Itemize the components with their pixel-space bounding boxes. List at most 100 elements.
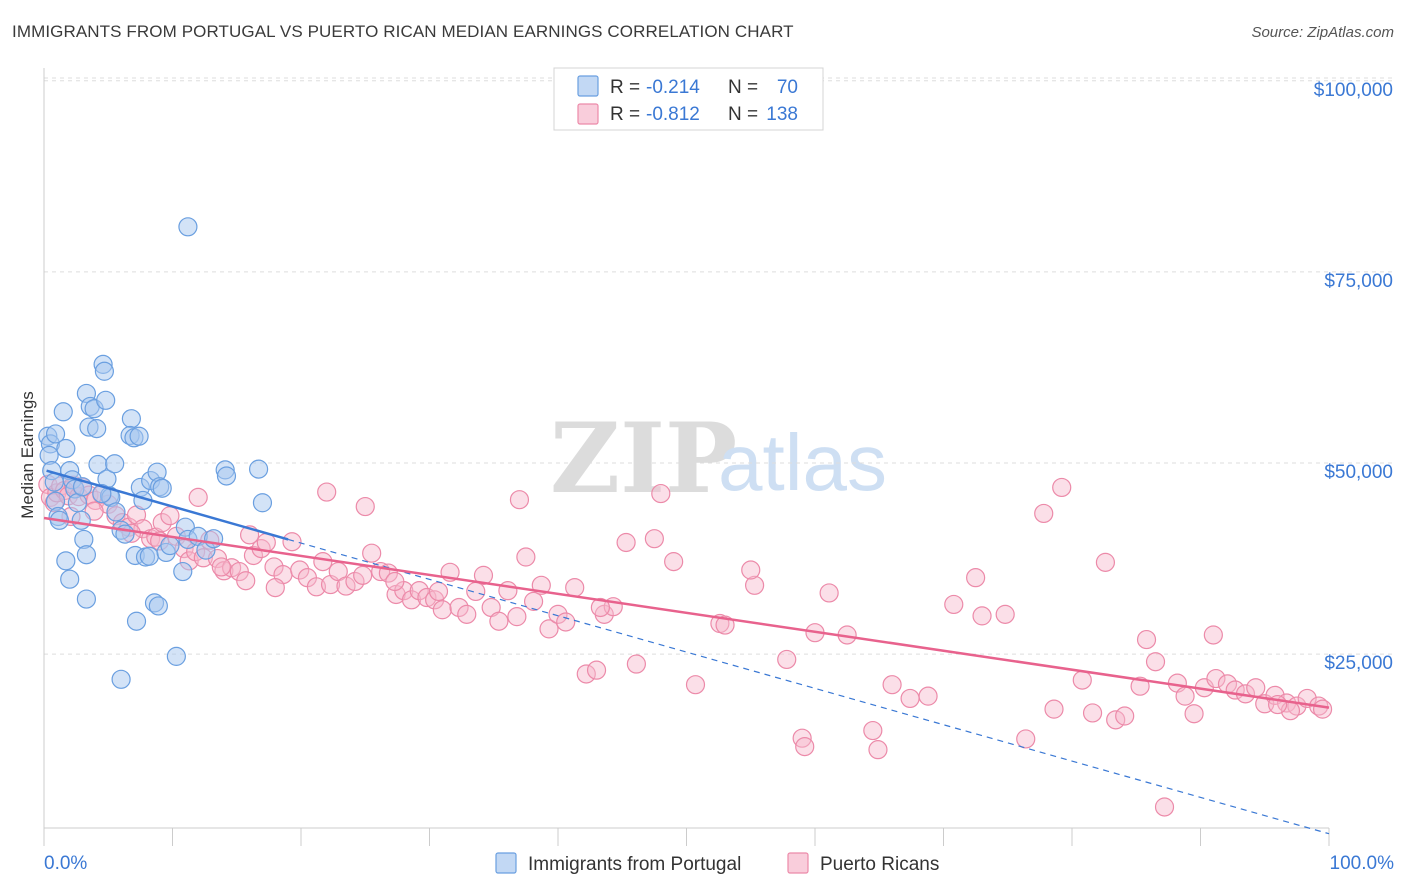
data-point-puerto-ricans bbox=[1136, 629, 1157, 650]
y-tick-label: $50,000 bbox=[1324, 462, 1393, 483]
data-point-puerto-ricans bbox=[556, 612, 576, 632]
data-point-puerto-ricans bbox=[685, 675, 706, 695]
data-point-puerto-ricans bbox=[243, 545, 264, 566]
data-point-puerto-ricans bbox=[644, 529, 664, 549]
data-point-puerto-ricans bbox=[966, 568, 986, 588]
data-point-portugal bbox=[71, 510, 91, 530]
data-point-puerto-ricans bbox=[918, 686, 938, 706]
data-point-puerto-ricans bbox=[1130, 676, 1150, 696]
data-point-portugal bbox=[173, 561, 193, 582]
legend-label-portugal[interactable]: Immigrants from Portugal bbox=[528, 854, 741, 875]
data-point-portugal bbox=[178, 217, 198, 237]
legend-label-puerto-ricans[interactable]: Puerto Ricans bbox=[820, 854, 939, 875]
data-point-puerto-ricans bbox=[449, 597, 469, 618]
stats-legend-r-label-1: R = bbox=[610, 104, 640, 125]
data-point-puerto-ricans bbox=[1052, 477, 1072, 498]
data-point-portugal bbox=[111, 669, 131, 689]
data-point-puerto-ricans bbox=[489, 611, 509, 631]
data-point-puerto-ricans bbox=[362, 543, 382, 563]
data-point-puerto-ricans bbox=[626, 654, 646, 674]
data-point-puerto-ricans bbox=[868, 740, 888, 760]
data-point-portugal bbox=[216, 466, 237, 486]
data-point-puerto-ricans bbox=[428, 581, 449, 602]
data-point-puerto-ricans bbox=[882, 675, 902, 695]
data-point-portugal bbox=[126, 611, 147, 631]
data-point-puerto-ricans bbox=[651, 483, 671, 504]
data-point-puerto-ricans bbox=[152, 513, 172, 533]
data-point-puerto-ricans bbox=[1034, 503, 1054, 524]
data-point-portugal bbox=[87, 419, 107, 439]
data-point-puerto-ricans bbox=[432, 600, 452, 620]
watermark-atlas: atlas bbox=[718, 418, 887, 507]
data-point-portugal bbox=[56, 438, 76, 459]
data-point-puerto-ricans bbox=[900, 688, 920, 709]
data-point-puerto-ricans bbox=[507, 607, 527, 627]
data-point-portugal bbox=[96, 390, 116, 410]
data-point-puerto-ricans bbox=[565, 577, 585, 598]
trend-line-portugal-extension bbox=[287, 538, 1330, 835]
y-axis-title: Median Earnings bbox=[18, 391, 37, 519]
data-point-puerto-ricans bbox=[715, 615, 735, 635]
data-point-puerto-ricans bbox=[972, 606, 992, 626]
stats-legend-r-label-0: R = bbox=[610, 77, 640, 98]
data-point-puerto-ricans bbox=[1175, 686, 1195, 706]
data-point-puerto-ricans bbox=[509, 490, 530, 510]
data-point-puerto-ricans bbox=[995, 604, 1015, 624]
data-point-portugal bbox=[160, 535, 180, 556]
data-point-portugal bbox=[76, 589, 97, 609]
data-point-puerto-ricans bbox=[417, 587, 437, 608]
y-tick-labels: $25,000 $50,000 $75,000 $100,000 bbox=[1314, 80, 1393, 674]
data-point-puerto-ricans bbox=[523, 591, 544, 611]
data-point-puerto-ricans bbox=[1145, 652, 1166, 672]
data-point-puerto-ricans bbox=[1115, 706, 1135, 726]
data-point-puerto-ricans bbox=[576, 664, 596, 684]
data-point-puerto-ricans bbox=[548, 604, 568, 624]
data-point-puerto-ricans bbox=[345, 571, 365, 592]
watermark-zip: ZIP bbox=[550, 402, 737, 515]
data-point-portugal bbox=[94, 361, 114, 381]
stats-legend-n-label-0: N = bbox=[728, 77, 758, 98]
data-point-puerto-ricans bbox=[313, 552, 333, 572]
data-point-puerto-ricans bbox=[586, 660, 607, 680]
data-point-puerto-ricans bbox=[353, 565, 373, 585]
data-point-puerto-ricans bbox=[1016, 729, 1036, 749]
data-point-portugal bbox=[92, 483, 112, 504]
legend-swatch-puerto-ricans[interactable] bbox=[787, 852, 809, 874]
data-point-puerto-ricans bbox=[1184, 704, 1204, 724]
trend-line-puerto-ricans bbox=[43, 516, 1330, 709]
trend-lines bbox=[43, 469, 1330, 835]
data-point-puerto-ricans bbox=[616, 532, 636, 553]
data-point-portugal bbox=[121, 409, 141, 429]
stats-legend-swatch-blue bbox=[577, 75, 599, 97]
data-point-puerto-ricans bbox=[236, 571, 256, 591]
data-point-puerto-ricans bbox=[1203, 625, 1223, 645]
data-point-puerto-ricans bbox=[516, 547, 536, 567]
data-point-puerto-ricans bbox=[282, 532, 302, 552]
data-point-puerto-ricans bbox=[1095, 552, 1116, 572]
stats-legend-r-value-0: -0.214 bbox=[646, 77, 700, 98]
data-point-puerto-ricans bbox=[819, 583, 839, 603]
watermark: ZIP atlas bbox=[550, 402, 887, 515]
data-point-portugal bbox=[45, 424, 66, 444]
data-point-portugal bbox=[53, 402, 73, 422]
data-point-puerto-ricans bbox=[290, 560, 310, 580]
data-point-portugal bbox=[148, 596, 168, 616]
data-point-portugal bbox=[129, 426, 149, 446]
data-point-portugal bbox=[152, 478, 172, 498]
stats-legend-n-label-1: N = bbox=[728, 104, 758, 125]
series-portugal-points bbox=[38, 217, 273, 689]
data-point-puerto-ricans bbox=[1044, 699, 1064, 719]
stats-legend-swatch-pink bbox=[577, 103, 599, 125]
data-point-portugal bbox=[248, 459, 269, 479]
x-ticks bbox=[43, 828, 1330, 846]
data-point-puerto-ricans bbox=[160, 506, 180, 526]
data-point-puerto-ricans bbox=[473, 565, 494, 585]
bottom-legend: Immigrants from Portugal Puerto Ricans bbox=[495, 852, 939, 875]
data-point-puerto-ricans bbox=[265, 577, 285, 598]
y-tick-label: $75,000 bbox=[1324, 271, 1393, 292]
data-point-puerto-ricans bbox=[741, 560, 761, 580]
data-point-puerto-ricans bbox=[1154, 797, 1175, 817]
legend-swatch-portugal[interactable] bbox=[495, 852, 517, 874]
data-point-puerto-ricans bbox=[777, 649, 797, 670]
x-tick-label-min: 0.0% bbox=[44, 853, 87, 874]
